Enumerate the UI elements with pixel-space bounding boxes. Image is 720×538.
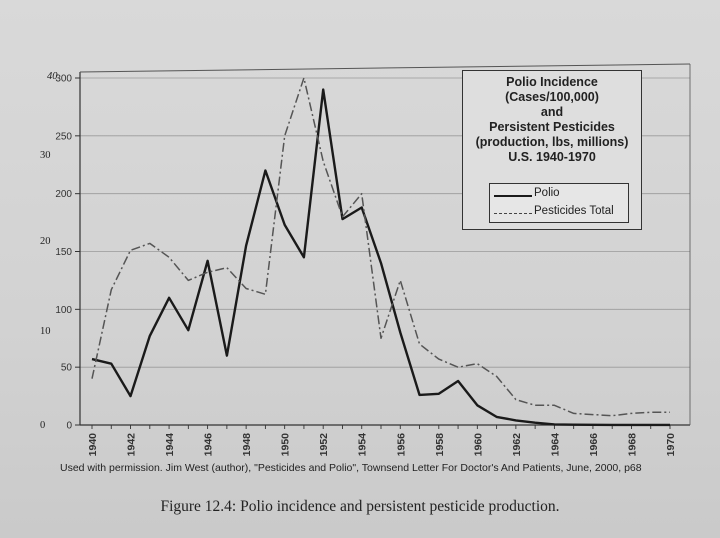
x-tick-label: 1960 (472, 433, 484, 457)
x-tick-label: 1944 (164, 433, 176, 457)
x-tick-label: 1954 (357, 433, 369, 457)
y-tick-label: 300 (55, 74, 72, 85)
x-tick-label: 1956 (395, 433, 407, 457)
figure-caption: Figure 12.4: Polio incidence and persist… (160, 498, 560, 515)
series-line-polio (91, 88, 670, 427)
y-tick-labels: 0 50 100 150 200 250 300 (55, 74, 72, 432)
x-tick-label: 1958 (434, 433, 446, 457)
y-tick-label: 200 (55, 189, 72, 200)
x-tick-label: 1942 (126, 433, 138, 457)
title-line: (production, lbs, millions) (475, 135, 629, 149)
x-tick-label: 1970 (665, 433, 677, 457)
x-tick-label: 1966 (588, 433, 600, 457)
y-tick-label: 100 (55, 305, 72, 316)
title-line: (Cases/100,000) (505, 90, 599, 104)
y-tick-label: 250 (55, 131, 72, 142)
y-tick-label: 150 (55, 247, 72, 258)
plot-top-border (79, 63, 691, 73)
outer-tick-label: 30 (40, 150, 51, 161)
x-tick-label: 1950 (280, 433, 292, 457)
y-tick-label: 50 (61, 363, 73, 374)
legend-label: Pesticides Total (534, 205, 614, 217)
x-tick-label: 1948 (241, 433, 253, 457)
title-line: and (540, 105, 564, 119)
series-line-pesticides (91, 77, 670, 417)
title-line: Polio Incidence (506, 75, 598, 89)
title-line: U.S. 1940-1970 (508, 150, 596, 164)
x-tick-label: 1964 (549, 433, 561, 457)
chart-title: Polio Incidence (Cases/100,000) and Pers… (463, 75, 641, 165)
title-legend-box: Polio Incidence (Cases/100,000) and Pers… (462, 70, 642, 230)
x-tick-label: 1940 (87, 433, 99, 457)
x-tick-label: 1952 (318, 433, 330, 457)
outer-tick-label: 20 (40, 236, 51, 247)
title-line: Persistent Pesticides (489, 120, 615, 134)
outer-tick-label: 10 (40, 326, 51, 337)
legend: Polio Pesticides Total (489, 183, 629, 223)
x-tick-label: 1946 (203, 433, 215, 457)
y-tick-label: 0 (66, 421, 72, 432)
outer-tick-label: 40 (47, 71, 58, 82)
x-tick-label: 1962 (511, 433, 523, 457)
legend-swatch-solid (494, 195, 532, 197)
series-lines (91, 77, 670, 427)
x-tick-labels: 1940 1942 1944 1946 1948 1950 1952 1954 1956 1958… (87, 433, 677, 457)
legend-label: Polio (534, 187, 560, 199)
gridlines (80, 77, 690, 368)
x-tick-label: 1968 (626, 433, 638, 457)
outer-tick-label: 0 (40, 420, 46, 431)
credit-line: Used with permission. Jim West (author),… (60, 462, 642, 474)
legend-swatch-dashed (494, 213, 532, 214)
